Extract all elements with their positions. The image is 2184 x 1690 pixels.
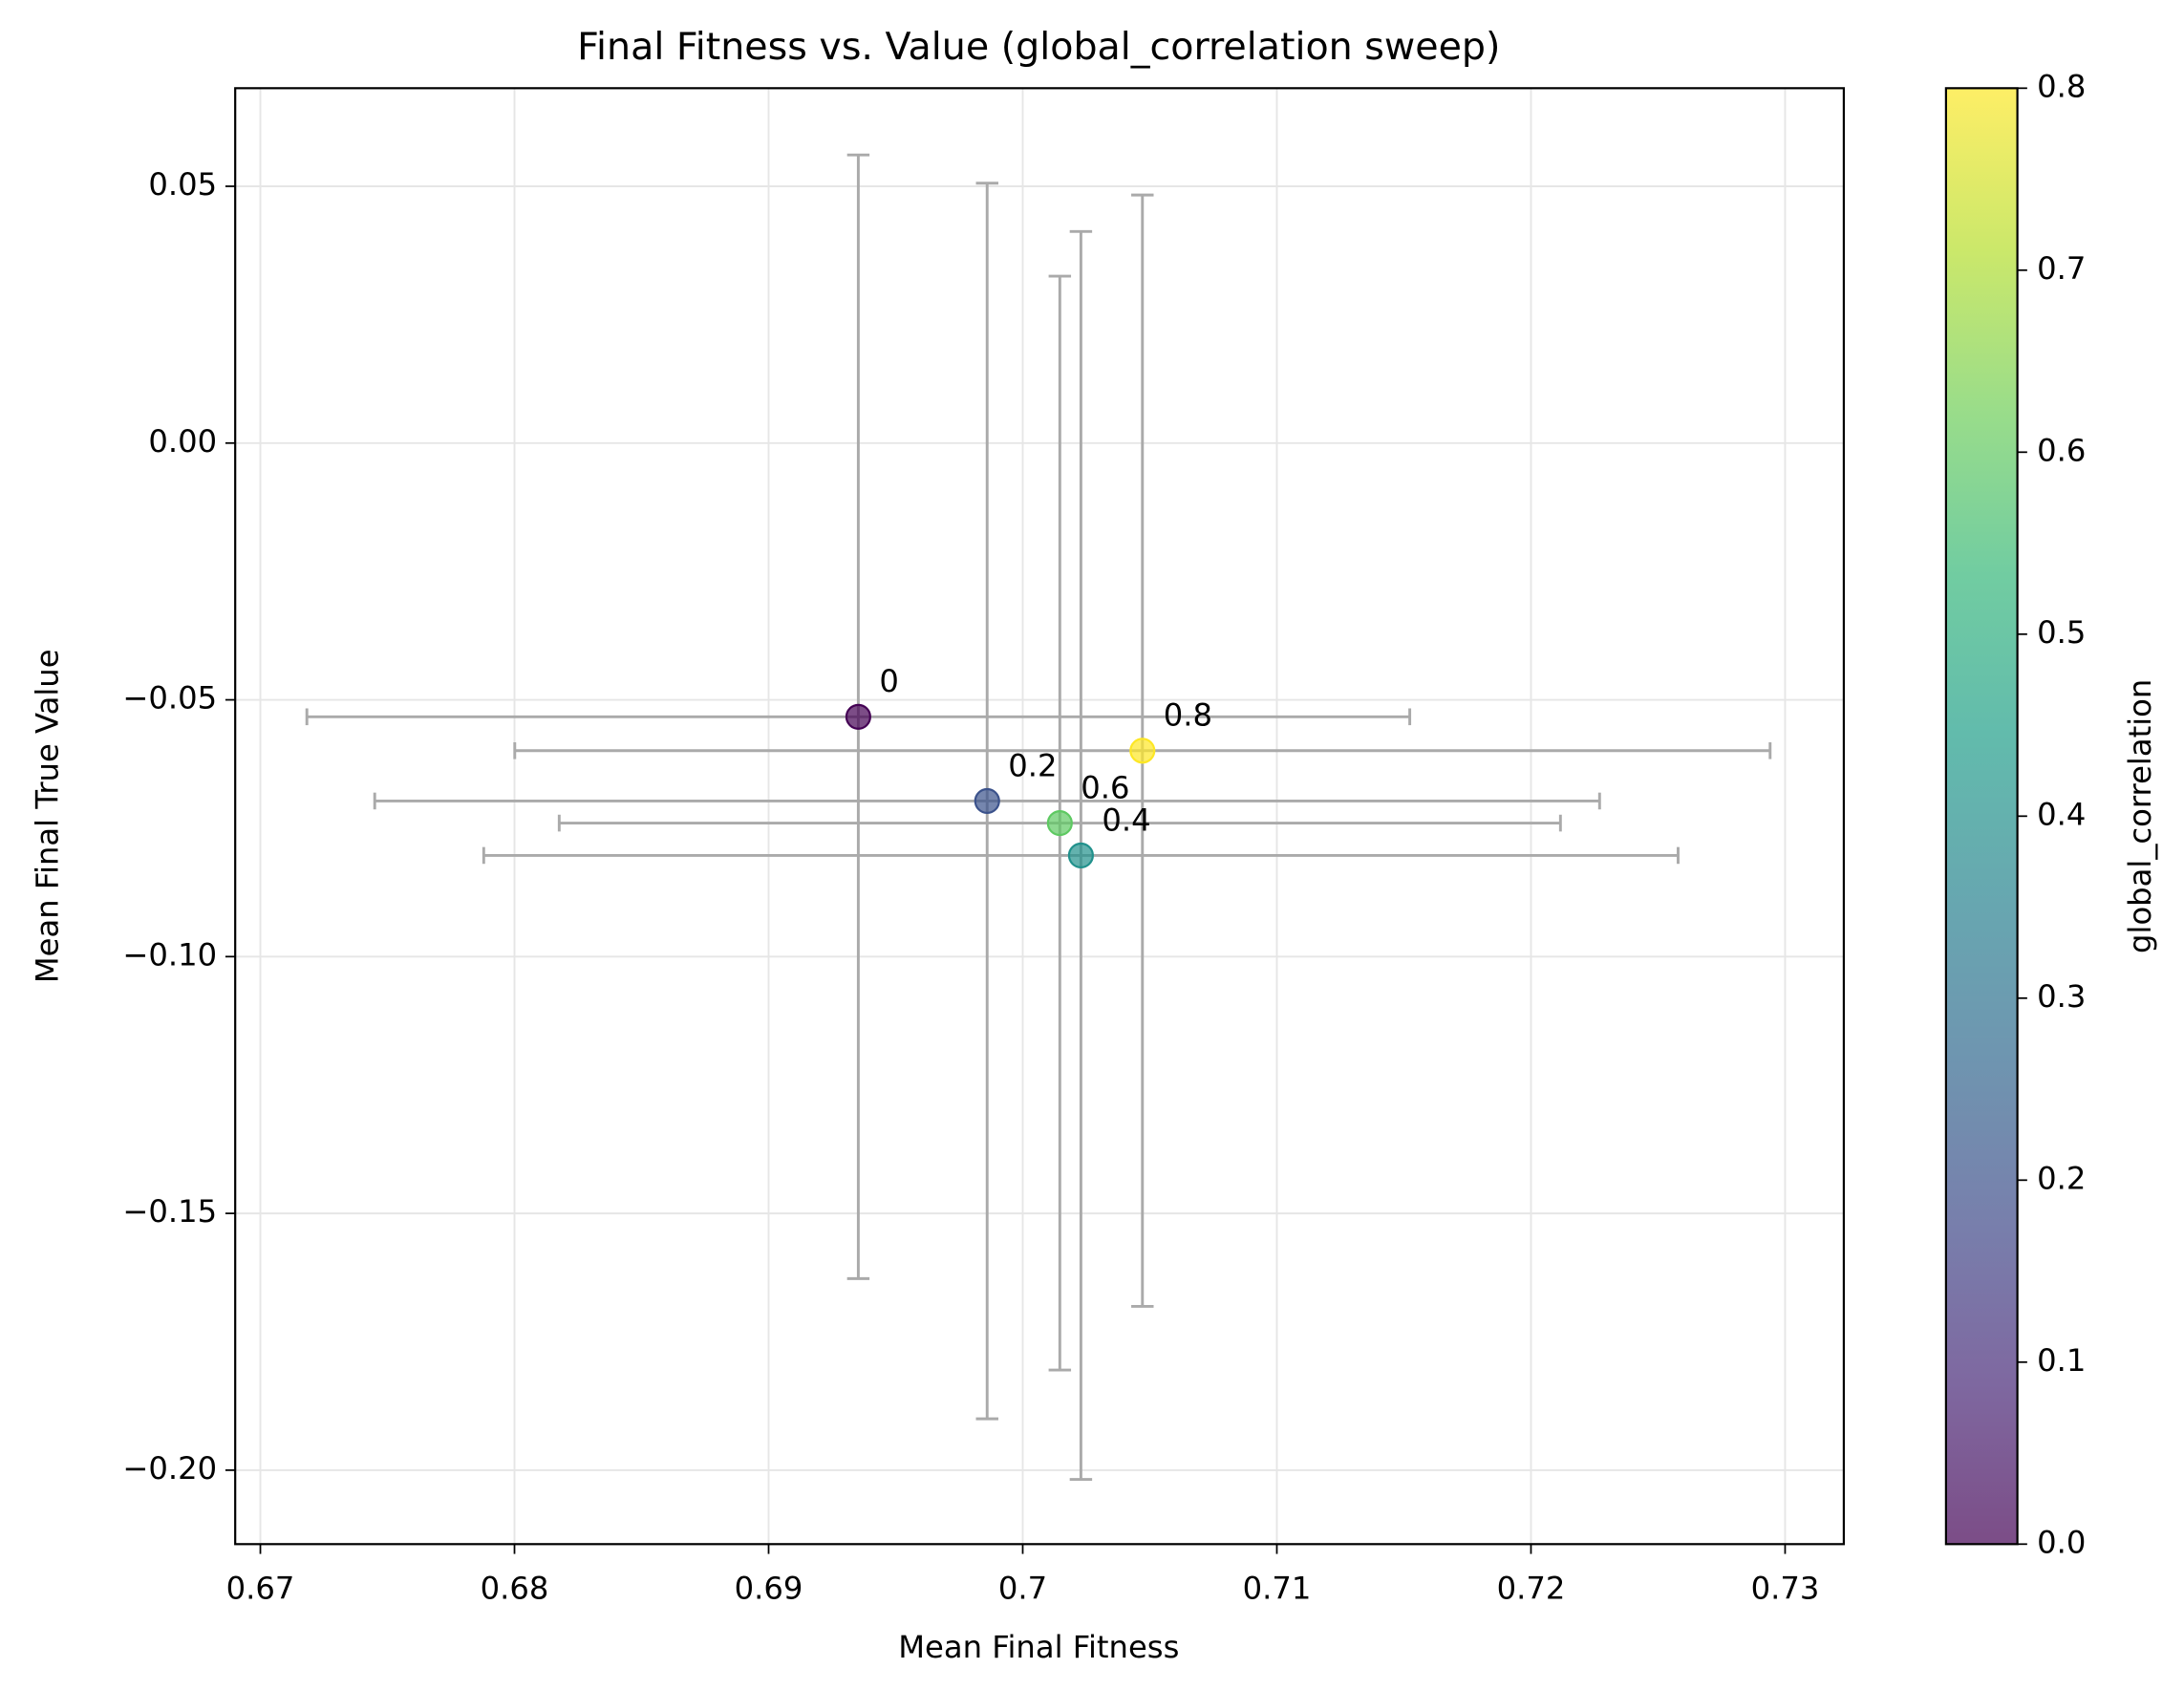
x-tick-label: 0.72 (1497, 1571, 1566, 1607)
x-tick-label: 0.67 (226, 1571, 295, 1607)
point (1046, 810, 1073, 837)
x-tick-label: 0.73 (1751, 1571, 1820, 1607)
y-tick-label: −0.10 (122, 936, 217, 973)
colorbar-tick-label: 0.7 (2037, 250, 2086, 287)
point (1129, 738, 1156, 764)
point-label: 0.2 (1008, 747, 1057, 783)
point-label: 0.8 (1164, 697, 1212, 734)
colorbar-label: global_correlation (2122, 679, 2158, 953)
colorbar-tick-label: 0.6 (2037, 432, 2086, 468)
x-axis-label: Mean Final Fitness (898, 1629, 1179, 1665)
x-tick-label: 0.71 (1243, 1571, 1312, 1607)
y-tick-label: −0.15 (122, 1193, 217, 1230)
colorbar-tick-label: 0.0 (2037, 1524, 2086, 1560)
y-axis-label: Mean Final True Value (29, 649, 65, 983)
colorbar-tick-label: 0.4 (2037, 796, 2086, 832)
y-tick-label: 0.05 (148, 166, 217, 203)
point-label: 0.6 (1081, 769, 1129, 805)
point (974, 787, 1000, 815)
x-tick-label: 0.69 (735, 1571, 803, 1607)
colorbar-tick-label: 0.1 (2037, 1342, 2086, 1379)
point-label: 0 (879, 663, 899, 699)
colorbar (1944, 87, 2019, 1546)
plot-frame (234, 87, 1846, 1546)
point (845, 703, 871, 730)
y-tick-label: −0.20 (122, 1450, 217, 1487)
colorbar-tick-label: 0.2 (2037, 1160, 2086, 1196)
colorbar-tick-label: 0.8 (2037, 68, 2086, 104)
y-tick-label: −0.05 (122, 680, 217, 717)
chart-title: Final Fitness vs. Value (global_correlat… (577, 25, 1500, 69)
x-tick-label: 0.7 (998, 1571, 1047, 1607)
colorbar-tick-label: 0.5 (2037, 614, 2086, 651)
point-label: 0.4 (1102, 802, 1150, 838)
colorbar-tick-label: 0.3 (2037, 978, 2086, 1015)
point (1067, 842, 1094, 868)
y-tick-label: 0.00 (148, 423, 217, 460)
x-tick-label: 0.68 (481, 1571, 549, 1607)
